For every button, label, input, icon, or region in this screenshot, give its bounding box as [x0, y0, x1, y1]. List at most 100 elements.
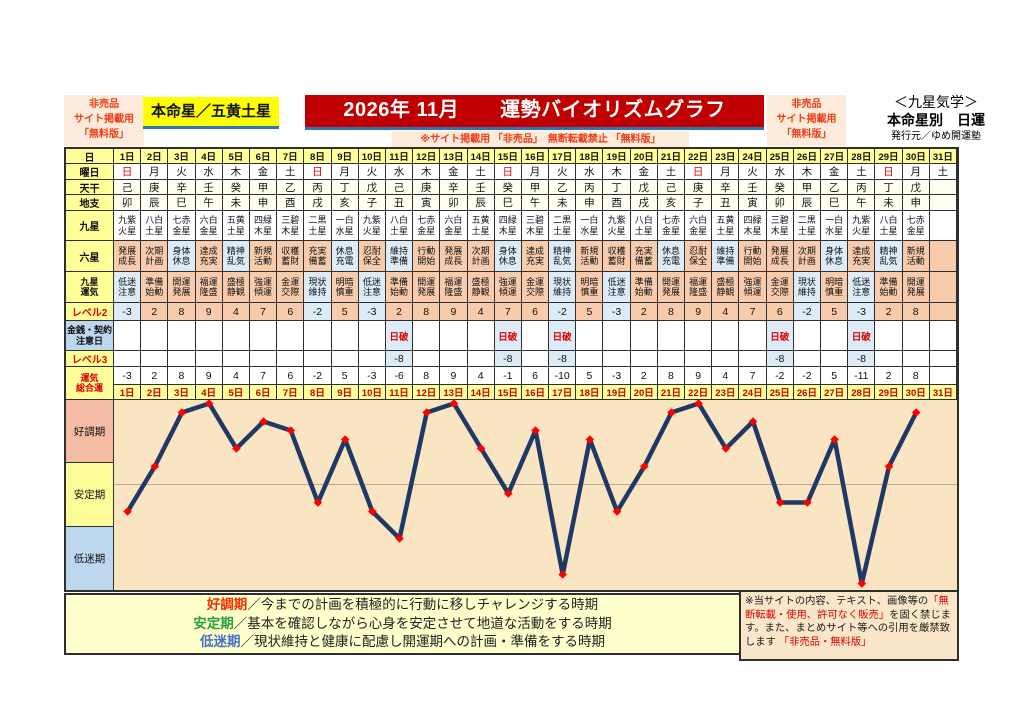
- tenkan-cell: 丙: [304, 180, 332, 195]
- level2-cell: 2: [875, 303, 903, 321]
- legend-line: 低迷期／現状維持と健康に配慮し開運期への計画・準備をする時期: [200, 633, 605, 652]
- rokusei-cell: 次期 計画: [467, 241, 495, 272]
- total-cell: 6: [277, 367, 305, 385]
- rokusei-cell: 身体 休息: [494, 241, 522, 272]
- rokusei-cell: 新規 活動: [902, 241, 930, 272]
- kyusei-cell: 一白 水星: [331, 211, 359, 241]
- day-footer-cell: 9日: [331, 385, 359, 400]
- chishi-cell: 子: [685, 195, 713, 211]
- level2-cell: [929, 303, 957, 321]
- kyusei-cell: 三碧 木星: [766, 211, 794, 241]
- level2-cell: 6: [521, 303, 550, 321]
- data-point-marker: [150, 462, 160, 471]
- period-legend: 好調期／今までの計画を積極的に行動に移しチャレンジする時期 安定期／基本を確認し…: [64, 593, 741, 655]
- data-point-marker: [368, 507, 377, 516]
- rokusei-cell: [929, 241, 957, 272]
- level3-cell: [467, 351, 495, 367]
- kyusei-cell: 四緑 木星: [739, 211, 767, 241]
- level3-cell: [440, 351, 468, 367]
- day-footer-cell: 3日: [168, 385, 196, 400]
- total-cell: 4: [467, 367, 495, 385]
- kyusei-cell: 五黄 土星: [712, 211, 740, 241]
- level2-cell: -3: [603, 303, 631, 321]
- kyusei-unki-cell: 盛極 静観: [712, 272, 740, 303]
- kinsen-cell: [875, 321, 903, 351]
- kyusei-unki-cell: 強運 傾運: [494, 272, 522, 303]
- notice-red-text: 「非売品・無料版」: [778, 637, 872, 649]
- total-cell: -10: [549, 367, 577, 385]
- kinsen-cell: [902, 321, 930, 351]
- rokusei-cell: 身体 休息: [821, 241, 849, 272]
- row-label-tenkan: 天干: [66, 180, 114, 195]
- level2-cell: 8: [657, 303, 686, 321]
- day-header-cell: 14日: [467, 149, 495, 164]
- chishi-cell: 辰: [793, 195, 822, 211]
- day-footer-cell: 20日: [630, 385, 658, 400]
- kinsen-cell: [249, 321, 278, 351]
- zone-label-0: 好調期: [66, 400, 113, 463]
- row-label-level2: レベル2: [66, 303, 114, 321]
- level2-cell: 7: [739, 303, 767, 321]
- day-footer-cell: 4日: [195, 385, 223, 400]
- day-header-cell: 10日: [358, 149, 386, 164]
- tenkan-cell: 己: [385, 180, 414, 195]
- level2-cell: 9: [440, 303, 468, 321]
- kyusei-unki-cell: 現状 維持: [793, 272, 822, 303]
- day-footer-cell: 16日: [521, 385, 550, 400]
- day-header-cell: 18日: [576, 149, 604, 164]
- weekday-cell: 金: [821, 164, 849, 180]
- level2-cell: 5: [821, 303, 849, 321]
- chishi-cell: 卯: [440, 195, 468, 211]
- nippa-cell: 日破: [549, 321, 577, 351]
- publisher-name: 発行元／ゆめ開運塾: [891, 131, 981, 142]
- weekday-cell: 月: [902, 164, 930, 180]
- day-header-cell: 4日: [195, 149, 223, 164]
- rokusei-cell: 精神 乱気: [549, 241, 577, 272]
- row-label-kyusei: 九星: [66, 211, 114, 241]
- day-footer-cell: 22日: [685, 385, 713, 400]
- total-cell: 7: [249, 367, 278, 385]
- weekday-cell: 火: [358, 164, 386, 180]
- kyusei-cell: 三碧 木星: [521, 211, 550, 241]
- data-point-marker: [612, 507, 622, 516]
- chishi-cell: 亥: [657, 195, 686, 211]
- tenkan-cell: 庚: [685, 180, 713, 195]
- level2-cell: 5: [331, 303, 359, 321]
- level2-cell: 8: [902, 303, 930, 321]
- rokusei-cell: 次期 計画: [141, 241, 169, 272]
- tenkan-cell: 戊: [902, 180, 930, 195]
- kinsen-cell: [413, 321, 441, 351]
- day-footer-cell: 15日: [494, 385, 522, 400]
- kyusei-cell: 七赤 金星: [413, 211, 441, 241]
- zone-labels: 好調期 安定期 低迷期: [66, 400, 114, 590]
- data-point-marker: [558, 570, 567, 579]
- day-footer-cell: 25日: [766, 385, 794, 400]
- data-point-marker: [857, 579, 867, 588]
- level3-cell: [222, 351, 250, 367]
- day-footer-cell: 12日: [413, 385, 441, 400]
- kyusei-unki-cell: 強運 傾運: [249, 272, 278, 303]
- level3-cell: [249, 351, 278, 367]
- kyusei-unki-cell: [929, 272, 957, 303]
- kinsen-cell: [685, 321, 713, 351]
- data-point-marker: [340, 435, 350, 444]
- day-footer-cell: 1日: [114, 385, 142, 400]
- level3-cell: [712, 351, 740, 367]
- day-header-cell: 13日: [440, 149, 468, 164]
- rokusei-cell: 忍耐 保全: [358, 241, 386, 272]
- chishi-cell: 子: [358, 195, 386, 211]
- chishi-cell: 亥: [331, 195, 359, 211]
- kinsen-cell: [821, 321, 849, 351]
- sheet-subtitle: 本命星別 日運: [887, 111, 985, 128]
- level3-cell: [304, 351, 332, 367]
- day-header-cell: 7日: [277, 149, 305, 164]
- chishi-cell: 辰: [467, 195, 495, 211]
- level3-cell: [195, 351, 223, 367]
- day-header-cell: 23日: [712, 149, 740, 164]
- kyusei-unki-cell: 盛極 静観: [467, 272, 495, 303]
- day-footer-cell: 29日: [875, 385, 903, 400]
- chishi-cell: 寅: [413, 195, 441, 211]
- level3-cell: [902, 351, 930, 367]
- kyusei-unki-cell: 福運 隆盛: [440, 272, 468, 303]
